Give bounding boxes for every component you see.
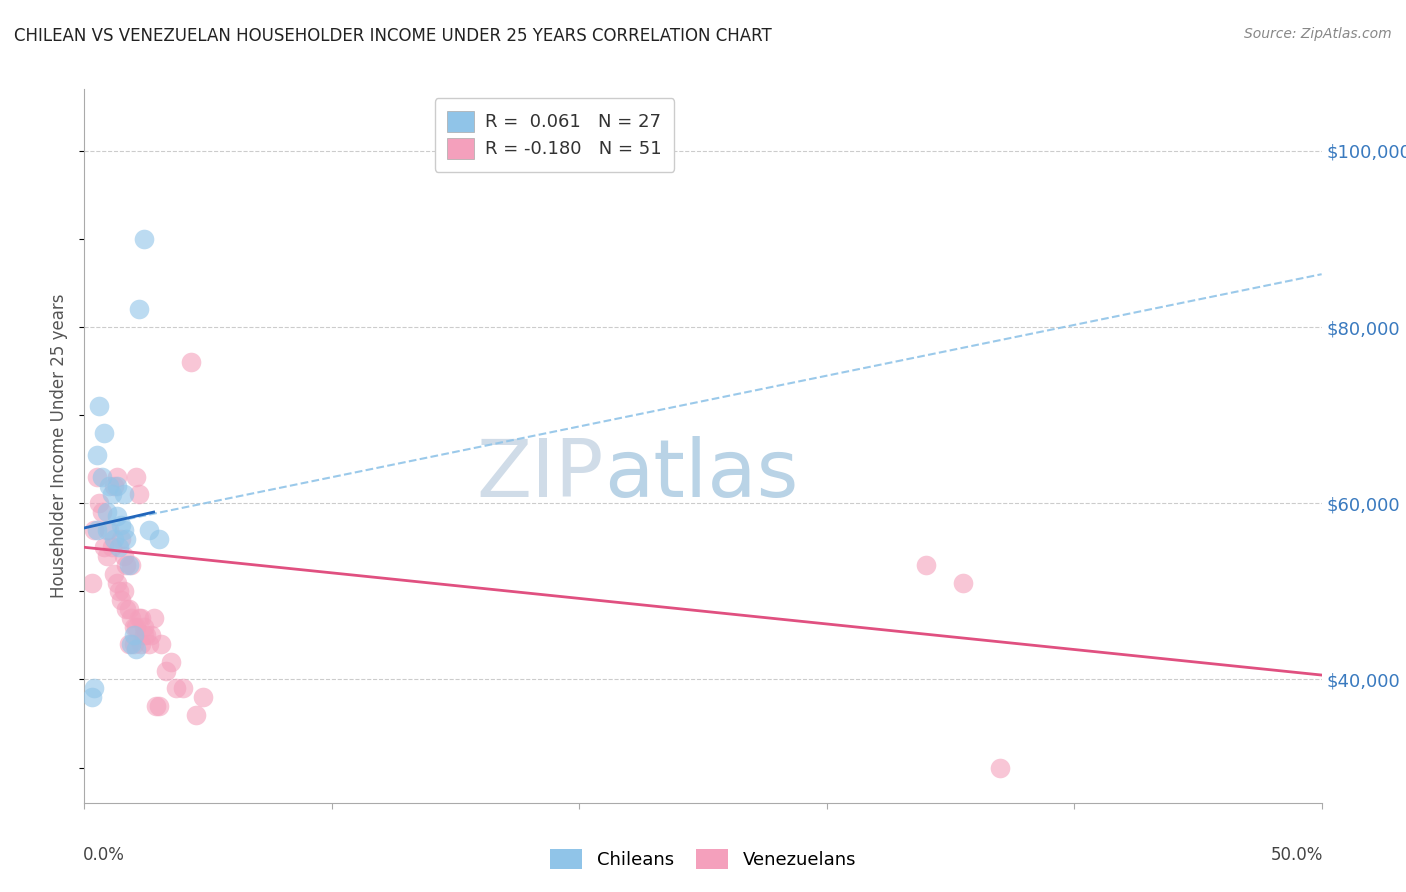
Point bbox=[122, 637, 145, 651]
Legend: Chileans, Venezuelans: Chileans, Venezuelans bbox=[541, 839, 865, 879]
Point bbox=[93, 541, 115, 555]
Point bbox=[165, 681, 187, 696]
Point bbox=[138, 637, 160, 651]
Point bbox=[128, 302, 150, 317]
Point bbox=[191, 690, 214, 704]
Point bbox=[122, 628, 145, 642]
Text: Source: ZipAtlas.com: Source: ZipAtlas.com bbox=[1244, 27, 1392, 41]
Point bbox=[952, 575, 974, 590]
Point bbox=[128, 487, 150, 501]
Point bbox=[155, 664, 177, 678]
Point bbox=[135, 628, 157, 642]
Point bbox=[132, 628, 155, 642]
Point bbox=[80, 690, 103, 704]
Point bbox=[150, 637, 173, 651]
Point bbox=[103, 532, 125, 546]
Point bbox=[112, 487, 135, 501]
Text: 0.0%: 0.0% bbox=[83, 846, 125, 863]
Point bbox=[125, 619, 148, 633]
Point bbox=[103, 478, 125, 492]
Point bbox=[110, 532, 132, 546]
Point bbox=[108, 584, 131, 599]
Point bbox=[105, 575, 128, 590]
Point bbox=[120, 611, 142, 625]
Point bbox=[129, 637, 152, 651]
Point bbox=[89, 400, 111, 414]
Point bbox=[132, 619, 155, 633]
Text: atlas: atlas bbox=[605, 435, 799, 514]
Point bbox=[96, 505, 118, 519]
Point bbox=[98, 523, 121, 537]
Point bbox=[110, 593, 132, 607]
Point bbox=[145, 698, 167, 713]
Point bbox=[100, 487, 122, 501]
Point bbox=[105, 470, 128, 484]
Point bbox=[93, 425, 115, 440]
Point bbox=[172, 681, 194, 696]
Point bbox=[132, 232, 155, 246]
Point bbox=[103, 566, 125, 581]
Point bbox=[138, 523, 160, 537]
Point bbox=[160, 655, 183, 669]
Point bbox=[108, 541, 131, 555]
Point bbox=[115, 532, 138, 546]
Point bbox=[115, 558, 138, 572]
Legend: R =  0.061   N = 27, R = -0.180   N = 51: R = 0.061 N = 27, R = -0.180 N = 51 bbox=[434, 98, 675, 171]
Point bbox=[118, 637, 141, 651]
Point bbox=[110, 518, 132, 533]
Point bbox=[96, 549, 118, 563]
Point bbox=[128, 611, 150, 625]
Point bbox=[112, 549, 135, 563]
Point bbox=[148, 698, 170, 713]
Point bbox=[180, 355, 202, 369]
Point bbox=[118, 558, 141, 572]
Point bbox=[988, 760, 1011, 774]
Point bbox=[90, 470, 112, 484]
Point bbox=[184, 707, 207, 722]
Text: ZIP: ZIP bbox=[477, 435, 605, 514]
Y-axis label: Householder Income Under 25 years: Householder Income Under 25 years bbox=[51, 293, 69, 599]
Point bbox=[112, 523, 135, 537]
Point bbox=[148, 532, 170, 546]
Point bbox=[89, 496, 111, 510]
Point bbox=[120, 558, 142, 572]
Point bbox=[98, 478, 121, 492]
Text: CHILEAN VS VENEZUELAN HOUSEHOLDER INCOME UNDER 25 YEARS CORRELATION CHART: CHILEAN VS VENEZUELAN HOUSEHOLDER INCOME… bbox=[14, 27, 772, 45]
Text: 50.0%: 50.0% bbox=[1271, 846, 1323, 863]
Point bbox=[86, 523, 108, 537]
Point bbox=[83, 681, 105, 696]
Point bbox=[90, 505, 112, 519]
Point bbox=[112, 584, 135, 599]
Point bbox=[86, 448, 108, 462]
Point bbox=[115, 602, 138, 616]
Point bbox=[120, 637, 142, 651]
Point bbox=[105, 509, 128, 524]
Point bbox=[122, 619, 145, 633]
Point bbox=[96, 523, 118, 537]
Point bbox=[125, 641, 148, 656]
Point bbox=[83, 523, 105, 537]
Point bbox=[80, 575, 103, 590]
Point bbox=[129, 611, 152, 625]
Point bbox=[105, 478, 128, 492]
Point bbox=[86, 470, 108, 484]
Point bbox=[118, 602, 141, 616]
Point bbox=[914, 558, 936, 572]
Point bbox=[141, 628, 163, 642]
Point bbox=[125, 470, 148, 484]
Point bbox=[142, 611, 165, 625]
Point bbox=[100, 541, 122, 555]
